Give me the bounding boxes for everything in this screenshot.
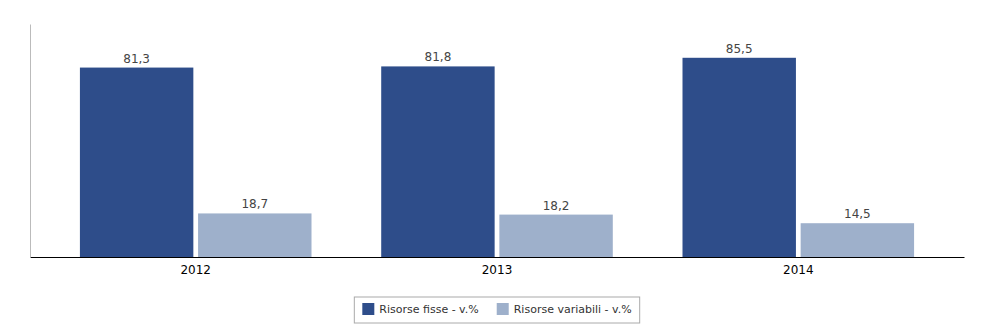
legend-label: Risorse fisse - v.%	[379, 303, 478, 316]
x-tick-label: 2013	[482, 263, 513, 277]
bar	[499, 215, 612, 257]
legend-frame	[354, 297, 639, 323]
legend-item: Risorse variabili - v.%	[497, 303, 632, 316]
data-label: 81,3	[123, 52, 150, 66]
bar	[198, 213, 311, 257]
x-tick-label: 2014	[783, 263, 814, 277]
plot-area: 81,3 81,8 85,5 18,7 18,2 14,5 2012 2013 2014	[31, 25, 965, 277]
legend-swatch	[362, 303, 374, 315]
x-tick-label: 2012	[180, 263, 211, 277]
legend-item: Risorse fisse - v.%	[362, 303, 478, 316]
bar	[683, 58, 796, 257]
bar	[80, 68, 193, 257]
y-axis	[30, 25, 31, 258]
data-label: 14,5	[844, 207, 871, 221]
data-label: 18,7	[241, 197, 268, 211]
x-tick: 2013	[482, 257, 513, 277]
bars	[80, 58, 914, 257]
bar	[801, 223, 914, 257]
x-axis: 2012 2013 2014	[31, 257, 965, 277]
chart-svg: 81,3 81,8 85,5 18,7 18,2 14,5 2012 2013 2014 Riso…	[0, 0, 994, 335]
legend-label: Risorse variabili - v.%	[514, 303, 632, 316]
legend: Risorse fisse - v.% Risorse variabili - v…	[354, 297, 639, 323]
data-label: 18,2	[543, 199, 570, 213]
x-tick: 2012	[180, 257, 211, 277]
chart-container: 81,3 81,8 85,5 18,7 18,2 14,5 2012 2013 2014 Riso…	[0, 0, 994, 335]
data-label: 81,8	[425, 50, 452, 64]
legend-swatch	[497, 303, 509, 315]
x-tick: 2014	[783, 257, 814, 277]
data-label: 85,5	[726, 42, 753, 56]
data-labels: 81,3 81,8 85,5 18,7 18,2 14,5	[123, 42, 870, 221]
y-axis-line	[30, 25, 31, 258]
bar	[381, 66, 494, 257]
x-axis-line	[31, 257, 965, 258]
